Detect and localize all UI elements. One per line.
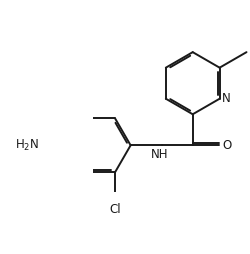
Text: NH: NH	[151, 148, 169, 161]
Text: H$_2$N: H$_2$N	[15, 138, 39, 153]
Text: N: N	[222, 92, 231, 105]
Text: Cl: Cl	[109, 203, 121, 216]
Text: O: O	[222, 139, 232, 152]
